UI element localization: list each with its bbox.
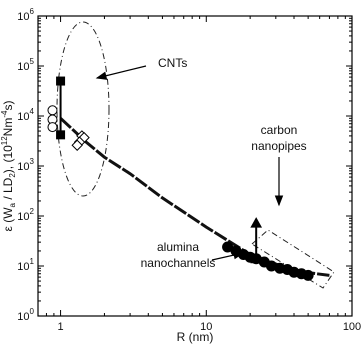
y-tick-label: 105 — [17, 57, 34, 73]
open-circle-marker — [47, 122, 58, 133]
y-label-sup1: 12 — [0, 136, 9, 145]
x-tick-label: 100 — [343, 321, 361, 333]
annotation-alumina: alumina — [157, 240, 199, 254]
y-tick-exponent: 5 — [30, 57, 35, 66]
y-tick-base: 10 — [17, 311, 29, 323]
marks-layer — [47, 76, 314, 281]
y-tick-base: 10 — [17, 161, 29, 173]
y-tick-label: 103 — [17, 157, 34, 173]
y-tick-exponent: 0 — [30, 307, 35, 316]
y-tick-exponent: 2 — [30, 207, 35, 216]
y-label-sub2: 2 — [8, 173, 17, 178]
filled-triangle-marker — [250, 217, 263, 228]
y-label-sup2: -4 — [0, 110, 9, 118]
y-tick-label: 104 — [17, 107, 34, 123]
x-tick-label: 1 — [58, 321, 64, 333]
y-tick-label: 101 — [17, 257, 34, 273]
y-label-sub1: a — [8, 202, 17, 207]
cnts-arrow-head — [95, 71, 108, 80]
y-tick-base: 10 — [17, 11, 29, 23]
annotation-carbon: carbon — [261, 123, 298, 137]
cnt-region-ellipse — [56, 21, 110, 197]
filled-triangle-marker — [250, 252, 263, 264]
y-tick-base: 10 — [17, 111, 29, 123]
x-axis-label: R (nm) — [177, 330, 214, 344]
y-tick-label: 100 — [17, 307, 34, 323]
filled-square-marker — [56, 130, 66, 140]
y-tick-label: 106 — [17, 7, 34, 23]
ticks-layer — [37, 15, 353, 317]
y-tick-base: 10 — [17, 261, 29, 273]
y-label-mid: / LD — [1, 177, 15, 203]
y-label-tail: ), (10 — [1, 145, 15, 173]
filled-square-marker — [56, 76, 66, 86]
annotation-nanopipes: nanopipes — [251, 139, 306, 153]
y-label-lead: ε (W — [1, 207, 15, 232]
y-tick-base: 10 — [17, 61, 29, 73]
open-diamond-marker — [71, 139, 83, 151]
y-axis-label: ε (Wa / LD2), (1012Nm-4s) — [0, 101, 17, 232]
y-tick-exponent: 4 — [30, 107, 35, 116]
annotation-cnts: CNTs — [158, 56, 187, 70]
x-tick-label: 10 — [200, 321, 212, 333]
nanochannels-arrow-head — [232, 250, 245, 260]
y-label-unit: Nm — [1, 118, 15, 137]
y-label-end: s) — [1, 101, 15, 111]
arrows-layer — [95, 65, 284, 261]
annotation-nanochannels: nanochannels — [141, 256, 216, 270]
y-tick-exponent: 6 — [30, 7, 35, 16]
y-tick-label: 102 — [17, 207, 34, 223]
nanopipes-arrow-head — [274, 195, 284, 207]
open-circle-marker — [47, 105, 58, 116]
y-tick-base: 10 — [17, 211, 29, 223]
y-tick-exponent: 1 — [30, 257, 35, 266]
y-tick-exponent: 3 — [30, 157, 35, 166]
filled-circle-marker — [302, 269, 314, 281]
